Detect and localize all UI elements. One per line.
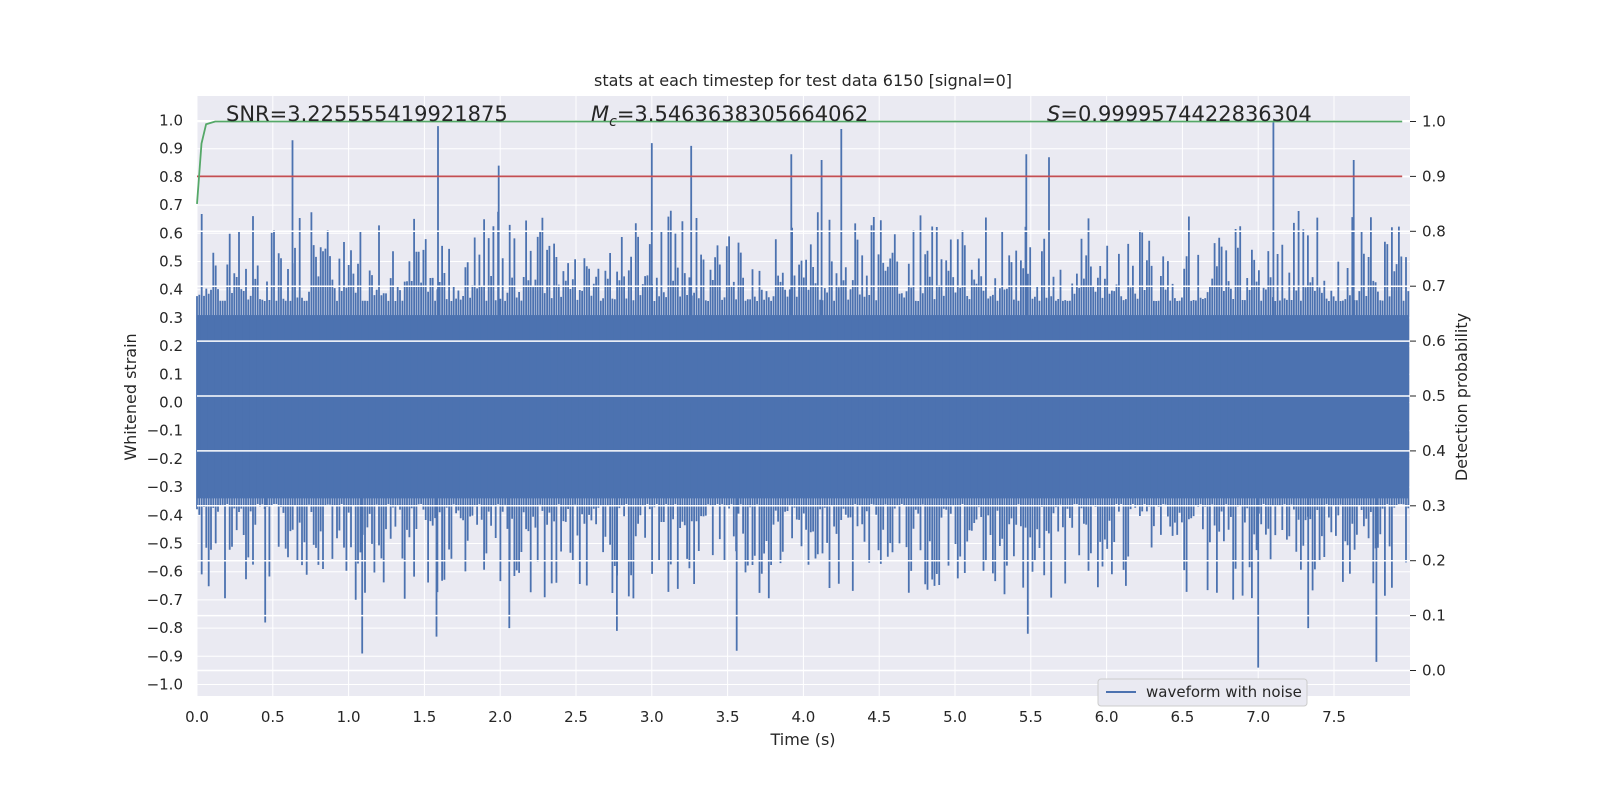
y-right-tick-label: 1.0 xyxy=(1422,113,1446,131)
y-tick-label: −0.1 xyxy=(147,422,183,440)
y-tick-label: −0.5 xyxy=(147,535,183,553)
y-tick-label: 0.9 xyxy=(159,140,183,158)
y-right-axis-ticks: 1.0 0.9 0.8 0.7 0.6 0.5 0.4 0.3 0.2 0.1 0.0 xyxy=(1410,113,1446,680)
waveform-line xyxy=(196,120,1410,668)
y-tick-label: 0.6 xyxy=(159,224,183,242)
y-right-tick-label: 0.4 xyxy=(1422,442,1446,460)
y-right-tick-label: 0.3 xyxy=(1422,497,1446,515)
y-tick-label: −0.6 xyxy=(147,563,183,581)
x-tick-label: 0.5 xyxy=(261,708,285,726)
y-tick-label: 0.2 xyxy=(159,337,183,355)
x-tick-label: 5.5 xyxy=(1019,708,1043,726)
x-tick-label: 1.5 xyxy=(412,708,436,726)
x-tick-label: 4.0 xyxy=(791,708,815,726)
y-tick-label: 0.4 xyxy=(159,281,183,299)
x-tick-label: 3.5 xyxy=(716,708,740,726)
snr-annotation: SNR=3.225555419921875 xyxy=(226,102,508,126)
x-axis-ticks: 0.0 0.5 1.0 1.5 2.0 2.5 3.0 3.5 4.0 4.5 5.0 5.5 6.0 6… xyxy=(185,708,1346,726)
statistic-symbol: S xyxy=(1047,102,1060,126)
y-right-tick-label: 0.7 xyxy=(1422,277,1446,295)
y-tick-label: −0.2 xyxy=(147,450,183,468)
y-right-axis-label: Detection probability xyxy=(1452,313,1471,481)
x-tick-label: 6.5 xyxy=(1170,708,1194,726)
y-tick-label: −0.3 xyxy=(147,478,183,496)
x-tick-label: 2.5 xyxy=(564,708,588,726)
statistic-annotation: S=0.9999574422836304 xyxy=(1047,102,1312,126)
x-tick-label: 1.0 xyxy=(337,708,361,726)
x-tick-label: 3.0 xyxy=(640,708,664,726)
legend: waveform with noise xyxy=(1097,678,1308,707)
legend-box xyxy=(1097,678,1308,707)
y-right-tick-label: 0.1 xyxy=(1422,607,1446,625)
statistic-value: =0.9999574422836304 xyxy=(1060,102,1311,126)
y-right-tick-label: 0.2 xyxy=(1422,552,1446,570)
x-tick-label: 4.5 xyxy=(867,708,891,726)
y-tick-label: 0.1 xyxy=(159,365,183,383)
detection-probability-line xyxy=(196,120,1403,204)
y-tick-label: 1.0 xyxy=(159,112,183,130)
y-right-tick-label: 0.8 xyxy=(1422,222,1446,240)
x-tick-label: 7.5 xyxy=(1322,708,1346,726)
y-right-tick-label: 0.9 xyxy=(1422,167,1446,185)
waveform-core-band xyxy=(197,315,1409,499)
chirp-mass-value: =3.5463638305664062 xyxy=(617,102,868,126)
chirp-mass-annotation: Mc=3.5463638305664062 xyxy=(591,102,868,130)
y-tick-label: −0.9 xyxy=(147,647,183,665)
y-tick-label: 0.5 xyxy=(159,253,183,271)
y-tick-label: −0.7 xyxy=(147,591,183,609)
y-right-tick-label: 0.5 xyxy=(1422,387,1446,405)
y-tick-label: 0.0 xyxy=(159,394,183,412)
probability-series xyxy=(196,120,1403,204)
x-tick-label: 2.0 xyxy=(488,708,512,726)
x-tick-label: 5.0 xyxy=(943,708,967,726)
y-right-tick-label: 0.0 xyxy=(1422,662,1446,680)
x-tick-label: 6.0 xyxy=(1095,708,1119,726)
y-tick-label: −0.8 xyxy=(147,619,183,637)
y-tick-label: 0.3 xyxy=(159,309,183,327)
x-tick-label: 0.0 xyxy=(185,708,209,726)
y-tick-label: −0.4 xyxy=(147,506,183,524)
legend-label: waveform with noise xyxy=(1146,683,1302,701)
y-axis-label: Whitened strain xyxy=(121,333,140,460)
y-tick-label: 0.7 xyxy=(159,196,183,214)
y-axis-ticks: 1.0 0.9 0.8 0.7 0.6 0.5 0.4 0.3 0.2 0.1 0.0 −0.1 −0.… xyxy=(147,112,183,694)
chirp-mass-subscript: c xyxy=(609,114,617,130)
chirp-mass-symbol: M xyxy=(591,102,609,126)
chart-title: stats at each timestep for test data 615… xyxy=(594,71,1012,90)
x-tick-label: 7.0 xyxy=(1246,708,1270,726)
y-tick-label: −1.0 xyxy=(147,676,183,694)
y-right-tick-label: 0.6 xyxy=(1422,332,1446,350)
x-axis-label: Time (s) xyxy=(769,730,835,749)
y-tick-label: 0.8 xyxy=(159,168,183,186)
